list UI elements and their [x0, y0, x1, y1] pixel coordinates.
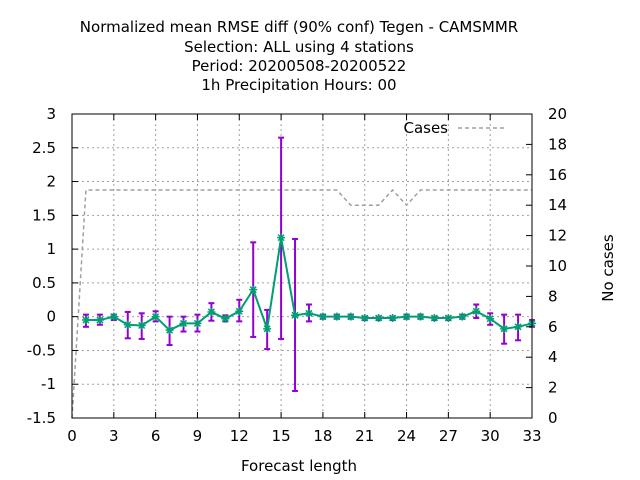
data-point	[151, 312, 160, 321]
y-tick-label: 2.5	[32, 139, 56, 157]
data-point	[458, 312, 467, 321]
x-tick-label: 27	[439, 427, 458, 445]
y2-tick-label: 4	[548, 348, 558, 366]
y-tick-label: 1	[46, 240, 56, 258]
y-tick-label: 0.5	[32, 274, 56, 292]
data-point	[430, 314, 439, 323]
y-tick-label: -0.5	[27, 341, 56, 359]
x-tick-label: 3	[109, 427, 119, 445]
data-point	[193, 319, 202, 328]
y-tick-label: 2	[46, 173, 56, 191]
title-line-4: 1h Precipitation Hours: 00	[201, 76, 396, 94]
data-point	[277, 233, 286, 242]
x-tick-label: 12	[230, 427, 249, 445]
y-tick-label: 1.5	[32, 206, 56, 224]
data-point	[486, 314, 495, 323]
y2-tick-label: 14	[548, 196, 567, 214]
y2-tick-label: 12	[548, 227, 567, 245]
data-point	[123, 320, 132, 329]
y2-tick-label: 10	[548, 257, 567, 275]
data-point	[165, 326, 174, 335]
y2-tick-label: 20	[548, 105, 567, 123]
y-tick-label: -1	[41, 375, 56, 393]
x-tick-label: 0	[67, 427, 77, 445]
data-point	[95, 316, 104, 325]
title-line-3: Period: 20200508-20200522	[192, 57, 407, 75]
data-point	[207, 307, 216, 316]
y2-tick-label: 18	[548, 135, 567, 153]
x-tick-label: 15	[272, 427, 291, 445]
rmse-diff-series	[81, 233, 536, 335]
axis-ticks: 0 3 6 9 12 15 18 21 24 27 30 33-1.5-1-0.500.511.522…	[27, 105, 567, 445]
title-line-1: Normalized mean RMSE diff (90% conf) Teg…	[80, 18, 518, 36]
data-point	[514, 322, 523, 331]
legend-label-cases: Cases	[403, 119, 448, 137]
data-point	[346, 312, 355, 321]
x-tick-label: 24	[397, 427, 416, 445]
data-point	[263, 324, 272, 333]
data-point	[81, 316, 90, 325]
chart-title: Normalized mean RMSE diff (90% conf) Teg…	[80, 18, 518, 94]
data-point	[291, 311, 300, 320]
data-point	[402, 312, 411, 321]
data-point	[179, 319, 188, 328]
y2-tick-label: 2	[548, 379, 558, 397]
cases-line	[71, 188, 532, 419]
cases-series	[71, 188, 532, 419]
data-point	[221, 314, 230, 323]
data-point	[472, 307, 481, 316]
plot-frame	[71, 113, 533, 419]
data-point	[388, 314, 397, 323]
x-tick-label: 6	[151, 427, 161, 445]
x-tick-label: 9	[193, 427, 203, 445]
y2-axis-label: No cases	[599, 234, 617, 302]
y-tick-label: 3	[46, 105, 56, 123]
error-bars	[82, 136, 535, 392]
x-tick-label: 33	[522, 427, 541, 445]
y-tick-label: 0	[46, 308, 56, 326]
data-point	[304, 309, 313, 318]
y2-tick-label: 16	[548, 166, 567, 184]
title-line-2: Selection: ALL using 4 stations	[184, 38, 414, 56]
data-point	[137, 321, 146, 330]
grid	[72, 114, 532, 418]
data-point	[416, 312, 425, 321]
x-tick-label: 21	[355, 427, 374, 445]
legend: Cases	[403, 119, 506, 137]
data-point	[235, 307, 244, 316]
y2-tick-label: 8	[548, 287, 558, 305]
y2-tick-label: 0	[548, 409, 558, 427]
data-point	[360, 314, 369, 323]
data-point	[318, 312, 327, 321]
y-tick-label: -1.5	[27, 409, 56, 427]
x-tick-label: 30	[481, 427, 500, 445]
y2-tick-label: 6	[548, 318, 558, 336]
data-point	[332, 312, 341, 321]
data-point	[249, 285, 258, 294]
x-axis-label: Forecast length	[241, 457, 357, 475]
x-tick-label: 18	[313, 427, 332, 445]
data-point	[374, 314, 383, 323]
data-point	[444, 314, 453, 323]
data-point	[500, 324, 509, 333]
data-point	[109, 312, 118, 321]
